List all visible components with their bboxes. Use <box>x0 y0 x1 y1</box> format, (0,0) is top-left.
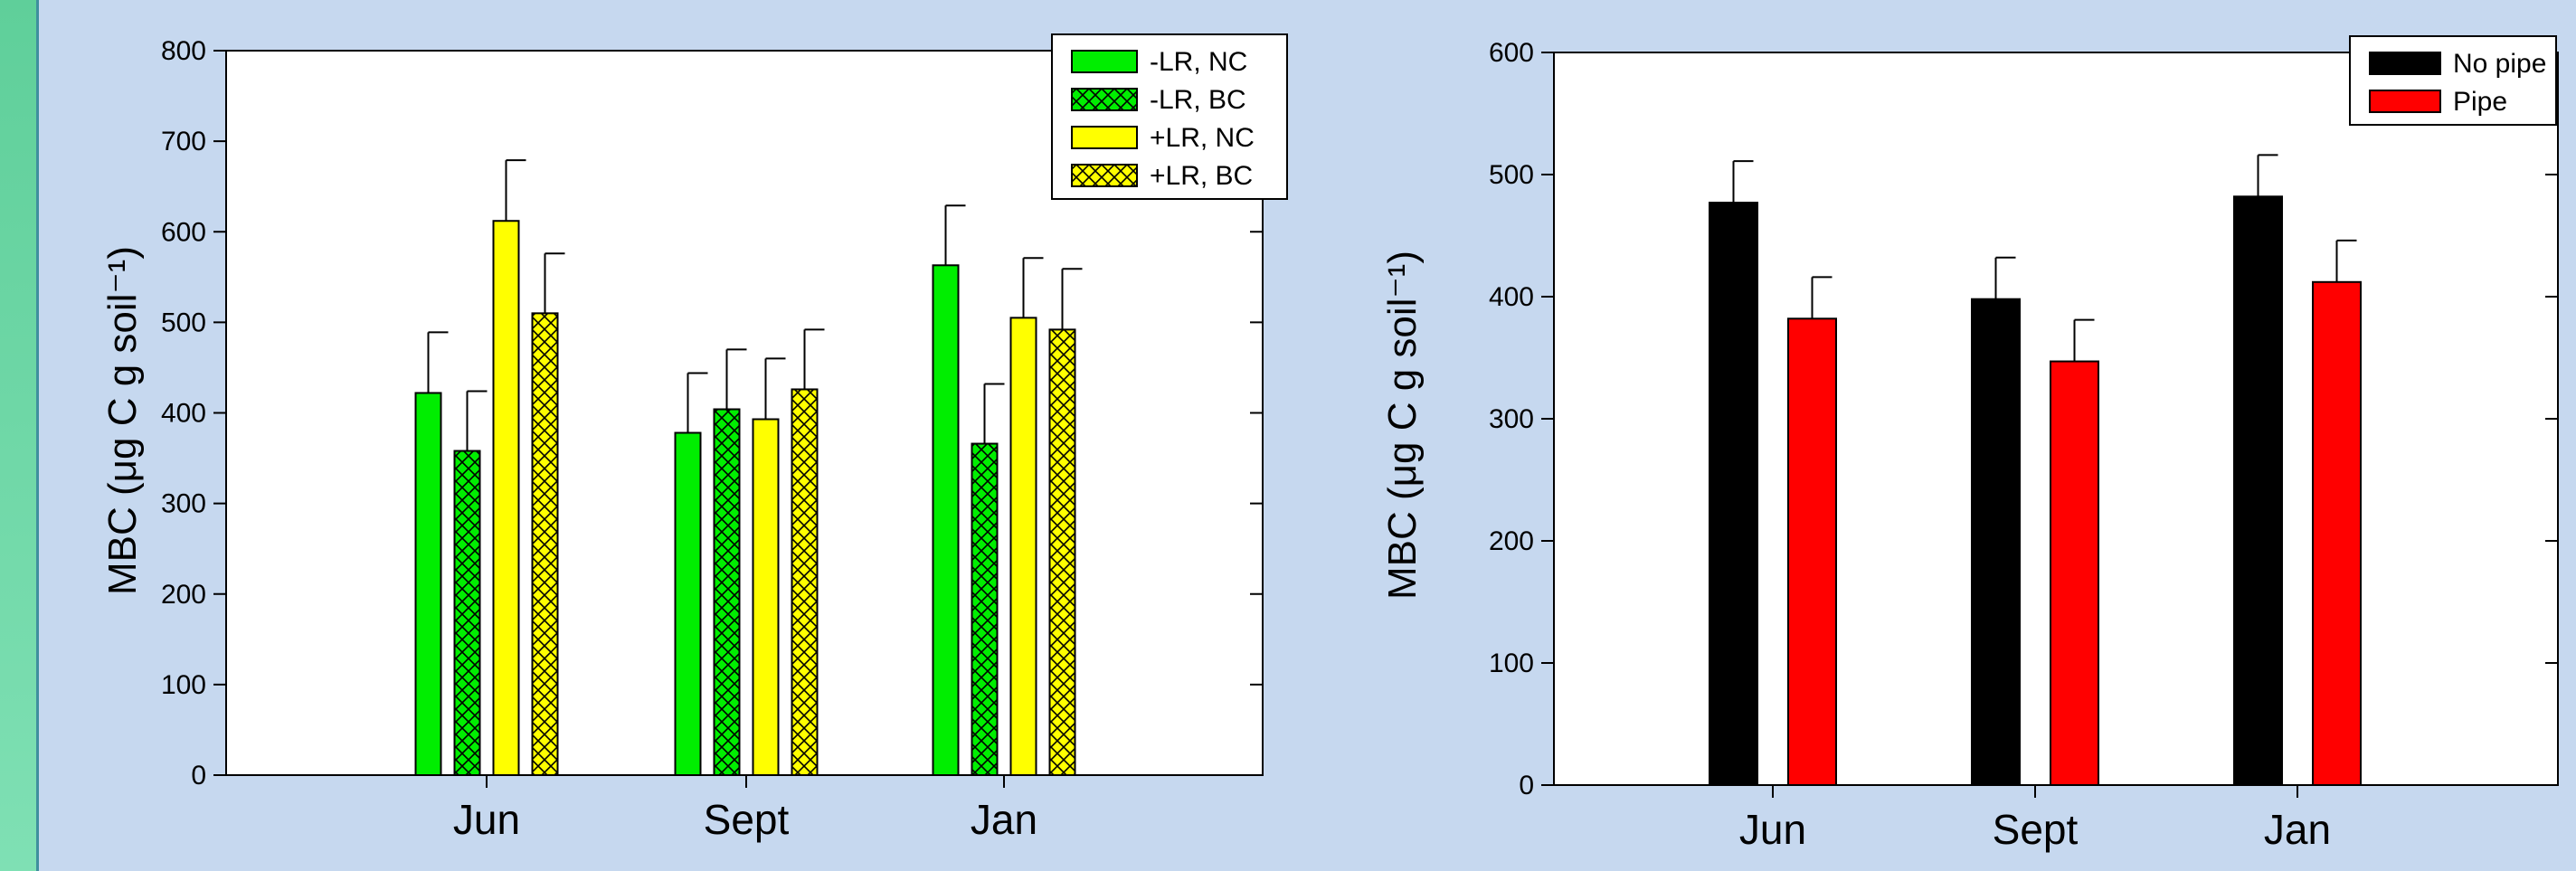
legend-swatch <box>1071 88 1138 111</box>
bars <box>1709 154 2362 787</box>
y-tick-label: 300 <box>1489 404 1534 434</box>
chart-mbc-by-pipe: 0 100 200 300 400 500 600 Jun Sept Jan MBC (μg C… <box>1380 35 2559 853</box>
x-category-label: Jan <box>971 796 1037 843</box>
y-axis-ticks: 0 100 200 300 400 500 600 700 800 <box>161 36 1263 791</box>
x-axis-categories: Jun Sept Jan <box>1739 785 2331 853</box>
bars <box>414 159 1083 777</box>
legend-label: -LR, NC <box>1150 47 1247 77</box>
legend-swatch <box>1071 164 1138 187</box>
y-tick-label: 600 <box>1489 38 1534 68</box>
legend-swatch <box>1071 50 1138 73</box>
legend-label: +LR, BC <box>1150 161 1253 191</box>
y-tick-label: 700 <box>161 127 206 156</box>
bar <box>1048 328 1076 776</box>
x-axis-categories: Jun Sept Jan <box>453 775 1037 843</box>
y-tick-label: 800 <box>161 36 206 66</box>
bar <box>453 450 481 776</box>
bar <box>1009 317 1037 776</box>
y-tick-label: 200 <box>161 580 206 610</box>
x-category-label: Sept <box>1993 806 2079 853</box>
y-tick-label: 500 <box>1489 160 1534 190</box>
bar <box>2050 360 2099 786</box>
legend: No pipe Pipe <box>2349 35 2557 126</box>
y-tick-label: 600 <box>161 217 206 247</box>
bar <box>971 442 999 776</box>
x-category-label: Jan <box>2264 806 2331 853</box>
chart-mbc-by-treatment: 0 100 200 300 400 500 600 700 800 Jun Sept Jan MBC… <box>100 33 1288 843</box>
legend: -LR, NC -LR, BC +LR, NC +LR, BC <box>1051 33 1288 200</box>
x-category-label: Sept <box>704 796 790 843</box>
y-tick-label: 500 <box>161 308 206 337</box>
bar <box>1787 317 1837 786</box>
bar <box>674 431 702 776</box>
legend-label: +LR, NC <box>1150 123 1255 153</box>
bar <box>2233 195 2283 787</box>
y-label-mbc: MBC (μg C g soil⁻¹) <box>100 246 145 595</box>
bar <box>414 392 442 776</box>
y-tick-label: 300 <box>161 489 206 519</box>
legend-swatch <box>2369 90 2441 113</box>
x-category-label: Jun <box>453 796 520 843</box>
bar <box>713 408 741 776</box>
legend-label: -LR, BC <box>1150 85 1246 115</box>
legend-label: Pipe <box>2453 87 2507 117</box>
legend-swatch <box>2369 52 2441 75</box>
left-accent-strip <box>0 0 39 871</box>
bar <box>752 418 780 776</box>
y-axis-label: MBC (μg C g soil⁻¹) <box>1380 251 1425 600</box>
y-tick-label: 400 <box>161 399 206 429</box>
bar <box>1971 298 2021 786</box>
y-tick-label: 100 <box>161 670 206 700</box>
bar <box>531 312 559 776</box>
y-axis-label: MBC (μg C g soil⁻¹) <box>100 246 145 595</box>
bar <box>791 388 819 776</box>
y-axis-ticks: 0 100 200 300 400 500 600 <box>1489 38 2558 800</box>
bar <box>932 264 960 776</box>
y-tick-label: 100 <box>1489 649 1534 678</box>
x-category-label: Jun <box>1739 806 1806 853</box>
y-tick-label: 0 <box>1519 771 1534 800</box>
y-label-mbc: MBC (μg C g soil⁻¹) <box>1380 251 1425 600</box>
legend-label: No pipe <box>2453 49 2546 79</box>
bar <box>2312 280 2362 786</box>
legend-swatch <box>1071 126 1138 149</box>
y-tick-label: 400 <box>1489 282 1534 312</box>
bar <box>1709 202 1758 787</box>
bar <box>492 220 520 777</box>
y-tick-label: 0 <box>191 761 206 791</box>
y-tick-label: 200 <box>1489 526 1534 556</box>
